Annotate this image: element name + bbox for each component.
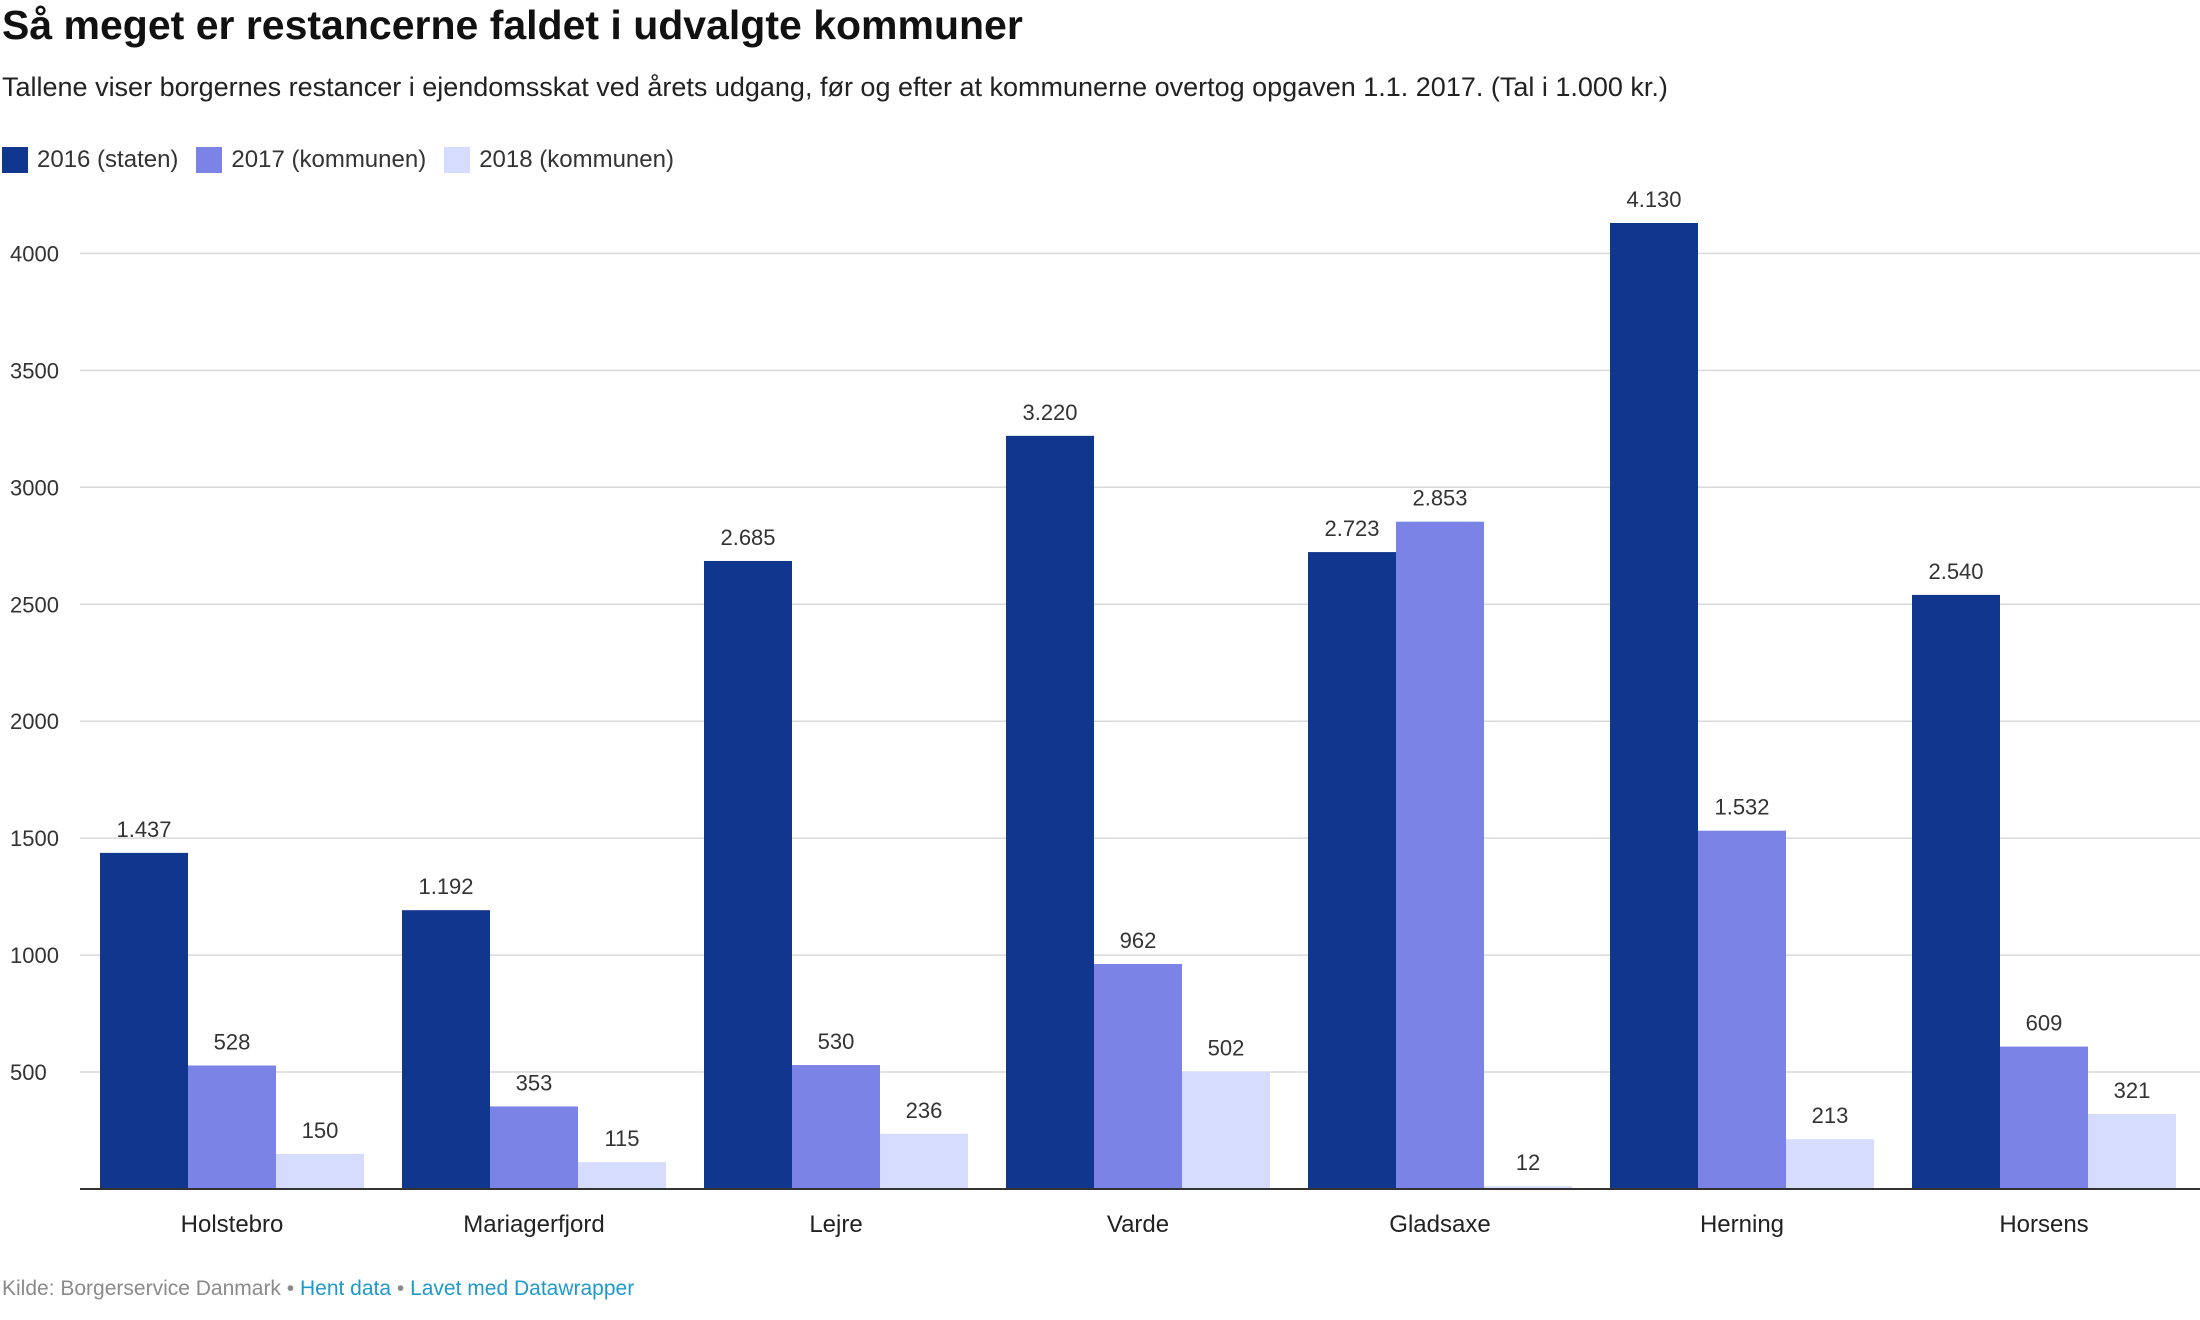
bar-lejre-2016-staten (704, 560, 792, 1189)
legend-swatch-2017 (196, 147, 223, 173)
bar-herning-2016-staten (1610, 223, 1698, 1189)
y-tick-label-500: 500 (10, 1060, 47, 1085)
y-tick-label-2500: 2500 (10, 592, 59, 617)
x-axis-ticks: Holstebro Mariagerfjord Lejre Varde Gladsaxe… (181, 1211, 2089, 1238)
legend-swatch-2018 (444, 147, 471, 173)
bar-holstebro-2016-staten (100, 852, 188, 1189)
bar-mariagerfjord-2016-staten (402, 910, 490, 1189)
chart-subtitle: Tallene viser borgernes restancer i ejen… (2, 72, 1668, 102)
x-tick-label-gladsaxe: Gladsaxe (1389, 1211, 1490, 1238)
y-tick-label-3000: 3000 (10, 475, 59, 500)
bar-varde-2018-kommunen (1182, 1071, 1270, 1189)
bar-gladsaxe-2017-kommunen (1396, 521, 1484, 1189)
data-label-gladsaxe-2016-staten: 2.723 (1324, 516, 1379, 541)
bar-herning-2018-kommunen (1786, 1139, 1874, 1189)
bar-holstebro-2017-kommunen (188, 1065, 276, 1189)
data-label-varde-2016-staten: 3.220 (1022, 400, 1077, 425)
x-tick-label-lejre: Lejre (809, 1211, 862, 1238)
data-label-holstebro-2018-kommunen: 150 (302, 1118, 339, 1143)
y-axis-ticks: 500 1000 1500 2000 2500 3000 3500 4000 (10, 241, 59, 1085)
bar-varde-2016-staten (1006, 435, 1094, 1190)
x-tick-label-herning: Herning (1700, 1211, 1784, 1238)
footer-separator: • (391, 1277, 411, 1300)
data-label-mariagerfjord-2017-kommunen: 353 (516, 1070, 553, 1095)
bar-holstebro-2018-kommunen (276, 1153, 364, 1189)
legend-label-2018: 2018 (kommunen) (479, 146, 674, 173)
bar-gladsaxe-2018-kommunen (1484, 1186, 1572, 1189)
y-tick-label-4000: 4000 (10, 241, 59, 266)
bar-varde-2017-kommunen (1094, 963, 1182, 1189)
bar-horsens-2018-kommunen (2088, 1113, 2176, 1189)
legend-swatch-2016 (2, 147, 28, 173)
legend-item-2016: 2016 (staten) (2, 146, 178, 174)
data-label-herning-2018-kommunen: 213 (1812, 1103, 1849, 1128)
data-label-holstebro-2016-staten: 1.437 (116, 817, 171, 842)
data-labels: 1.437 528 150 1.192 353 115 2.685 530 236 3.220 96… (116, 187, 2150, 1175)
data-label-gladsaxe-2018-kommunen: 12 (1516, 1150, 1540, 1175)
bars (100, 223, 2176, 1190)
data-label-horsens-2018-kommunen: 321 (2114, 1078, 2151, 1103)
y-tick-label-1500: 1500 (10, 826, 59, 851)
legend-label-2016: 2016 (staten) (37, 146, 179, 173)
bar-lejre-2018-kommunen (880, 1133, 968, 1189)
legend-item-2018: 2018 (kommunen) (444, 146, 674, 174)
data-label-varde-2017-kommunen: 962 (1120, 928, 1157, 953)
data-label-horsens-2017-kommunen: 609 (2026, 1011, 2063, 1036)
x-tick-label-horsens: Horsens (1999, 1211, 2088, 1238)
legend-label-2017: 2017 (kommunen) (231, 146, 427, 173)
x-tick-label-mariagerfjord: Mariagerfjord (463, 1211, 604, 1238)
bar-horsens-2016-staten (1912, 594, 2000, 1189)
bar-gladsaxe-2016-staten (1308, 552, 1396, 1189)
data-label-lejre-2016-staten: 2.685 (720, 525, 775, 550)
y-tick-label-1000: 1000 (10, 943, 59, 968)
bar-lejre-2017-kommunen (792, 1065, 880, 1189)
bar-herning-2017-kommunen (1698, 830, 1786, 1189)
data-label-gladsaxe-2017-kommunen: 2.853 (1412, 486, 1467, 511)
made-with-datawrapper-link[interactable]: Lavet med Datawrapper (410, 1277, 635, 1300)
x-tick-label-varde: Varde (1107, 1211, 1169, 1238)
data-label-mariagerfjord-2016-staten: 1.192 (418, 874, 473, 899)
chart-title: Så meget er restancerne faldet i udvalgt… (2, 2, 1023, 48)
data-label-herning-2017-kommunen: 1.532 (1714, 795, 1769, 820)
get-data-link[interactable]: Hent data (299, 1277, 392, 1300)
chart-legend: 2016 (staten) 2017 (kommunen) 2018 (komm… (2, 146, 692, 174)
data-label-lejre-2017-kommunen: 530 (818, 1029, 855, 1054)
data-label-horsens-2016-staten: 2.540 (1928, 559, 1983, 584)
footer-source: Kilde: Borgerservice Danmark (2, 1277, 281, 1300)
footer-separator: • (280, 1277, 300, 1300)
chart-footer: Kilde: Borgerservice Danmark • Hent data… (2, 1277, 634, 1301)
data-label-varde-2018-kommunen: 502 (1208, 1036, 1245, 1061)
x-tick-label-holstebro: Holstebro (181, 1211, 284, 1238)
data-label-mariagerfjord-2018-kommunen: 115 (604, 1126, 639, 1151)
data-label-holstebro-2017-kommunen: 528 (214, 1030, 251, 1055)
y-tick-label-3500: 3500 (10, 358, 59, 383)
data-label-herning-2016-staten: 4.130 (1626, 187, 1681, 212)
data-label-lejre-2018-kommunen: 236 (906, 1098, 943, 1123)
legend-item-2017: 2017 (kommunen) (196, 146, 426, 174)
bar-mariagerfjord-2017-kommunen (490, 1106, 578, 1189)
bar-horsens-2017-kommunen (2000, 1046, 2088, 1189)
bar-mariagerfjord-2018-kommunen (578, 1162, 666, 1189)
y-tick-label-2000: 2000 (10, 709, 59, 734)
